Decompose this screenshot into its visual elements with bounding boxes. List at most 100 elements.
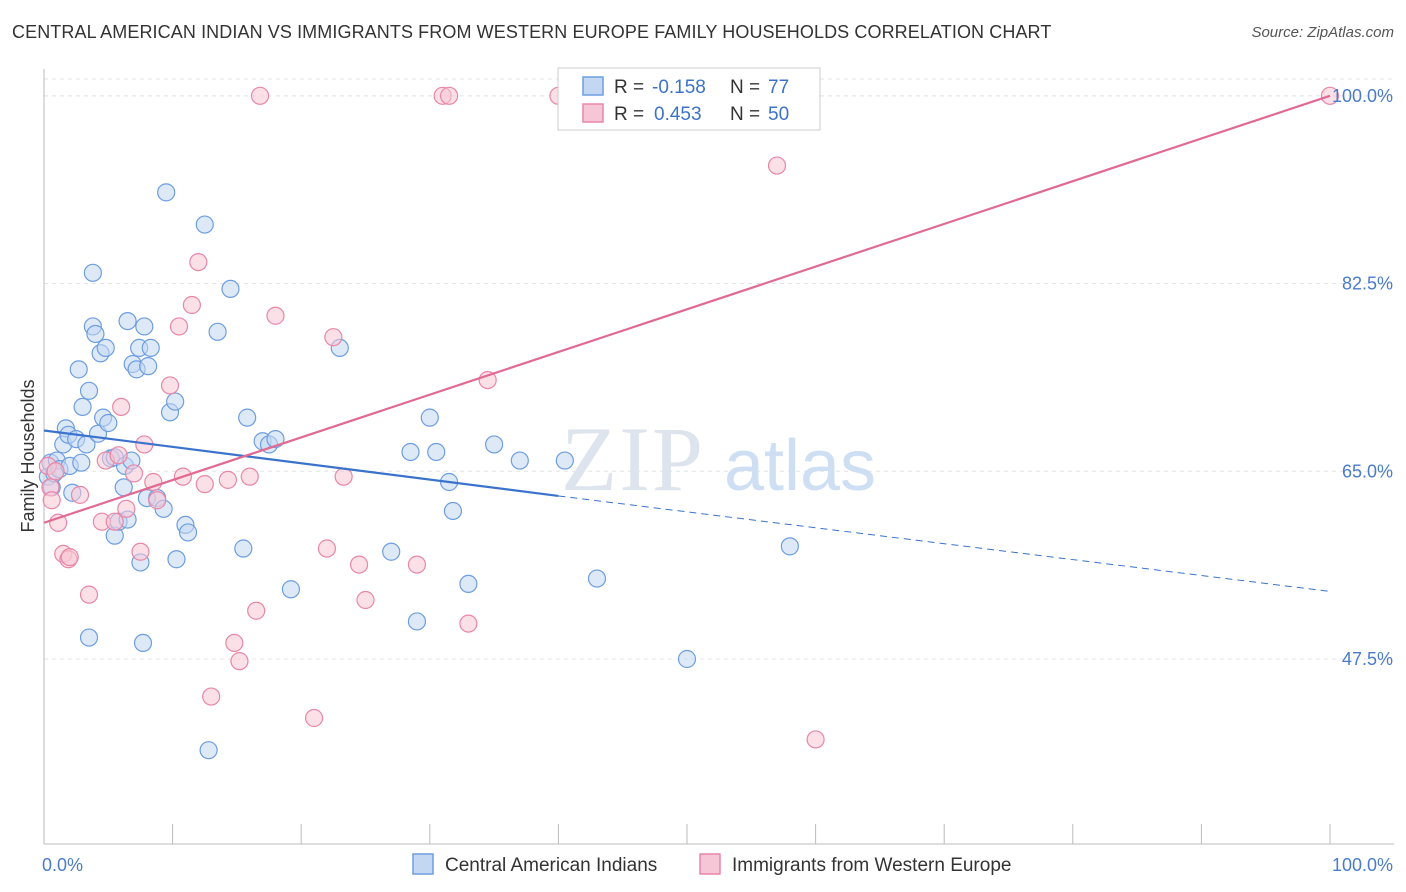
data-point — [178, 523, 198, 542]
legend-r-label-pink: R = — [614, 104, 644, 125]
data-point — [266, 429, 285, 449]
data-point — [99, 413, 118, 433]
data-point — [79, 585, 99, 604]
data-point — [73, 397, 92, 417]
trend-line-blue-dashed — [558, 495, 1331, 592]
data-point — [141, 338, 160, 358]
data-point — [199, 741, 218, 760]
data-point — [266, 306, 285, 325]
data-point — [439, 86, 459, 105]
data-point — [485, 435, 504, 454]
data-point — [157, 183, 176, 202]
data-point — [133, 633, 153, 653]
data-point — [382, 542, 401, 561]
y-tick-label-2: 82.5% — [1342, 274, 1393, 294]
data-point — [230, 652, 249, 671]
legend-n-label-pink: N = — [730, 104, 760, 125]
legend-r-value-blue: -0.158 — [652, 77, 706, 98]
data-point — [96, 338, 115, 358]
bottom-legend-swatch-blue — [412, 853, 434, 875]
data-point — [324, 328, 343, 347]
data-point — [195, 215, 214, 234]
data-point — [677, 649, 697, 669]
trend-line-pink — [43, 94, 1331, 524]
y-tick-label-0: 47.5% — [1342, 649, 1393, 669]
data-point — [587, 569, 607, 588]
bottom-legend-swatch-pink — [699, 853, 721, 875]
x-tick-label-1: 100.0% — [1332, 855, 1393, 875]
data-point — [118, 311, 137, 331]
data-point — [806, 730, 825, 749]
data-point — [304, 708, 324, 728]
y-tick-label-3: 100.0% — [1332, 86, 1393, 106]
data-point — [407, 555, 427, 574]
data-point — [182, 295, 201, 315]
legend-n-label-blue: N = — [730, 77, 760, 98]
data-point — [317, 539, 337, 558]
data-point — [281, 580, 301, 599]
data-point — [109, 446, 128, 465]
data-point — [60, 547, 79, 567]
data-point — [767, 156, 787, 175]
series-immigrants-western-europe — [38, 86, 1340, 749]
data-point — [407, 612, 427, 631]
data-point — [208, 322, 227, 341]
data-point — [144, 472, 163, 492]
data-point — [79, 628, 99, 647]
data-point — [459, 614, 478, 633]
data-point — [112, 397, 131, 417]
data-point — [427, 442, 446, 462]
data-point — [555, 451, 574, 470]
data-point — [70, 485, 90, 504]
trend-lines — [43, 94, 1331, 592]
data-point — [131, 542, 150, 561]
chart-title: CENTRAL AMERICAN INDIAN VS IMMIGRANTS FR… — [12, 22, 1052, 42]
data-point — [135, 317, 154, 336]
data-point — [218, 470, 237, 489]
watermark-atlas: atlas — [724, 426, 876, 506]
legend-n-value-blue: 77 — [768, 77, 789, 98]
data-point — [72, 453, 91, 472]
trend-line-blue — [43, 429, 559, 498]
data-point — [225, 633, 244, 653]
data-point — [105, 512, 124, 531]
data-point — [250, 86, 270, 105]
data-point — [86, 324, 105, 344]
data-point — [117, 499, 136, 518]
data-point — [334, 467, 353, 486]
legend-swatch-blue — [582, 76, 604, 96]
data-point — [166, 392, 185, 411]
bottom-legend-label-blue: Central American Indians — [445, 855, 657, 876]
legend-r-label-blue: R = — [614, 77, 644, 98]
data-point — [202, 687, 221, 706]
data-point — [42, 491, 61, 510]
data-point — [195, 475, 214, 494]
data-point — [401, 442, 420, 462]
data-point — [356, 590, 375, 610]
legend-swatch-pink — [582, 103, 604, 123]
data-point — [139, 357, 158, 376]
data-point — [189, 252, 208, 272]
legend-n-value-pink: 50 — [768, 104, 789, 125]
data-point — [780, 537, 799, 556]
data-point — [83, 263, 102, 282]
data-point — [46, 462, 65, 481]
data-point — [240, 467, 259, 486]
legend-r-value-pink: 0.453 — [654, 104, 702, 125]
data-point — [238, 408, 257, 427]
data-point — [349, 555, 369, 574]
data-point — [79, 381, 99, 400]
data-point — [247, 601, 266, 620]
data-point — [443, 501, 463, 521]
axes — [43, 69, 1394, 845]
data-point — [510, 451, 529, 470]
data-point — [420, 408, 439, 427]
y-tick-label-1: 65.0% — [1342, 461, 1393, 481]
grid-lines — [44, 78, 1394, 660]
data-point — [167, 550, 186, 569]
y-axis-title: Family Households — [18, 379, 38, 532]
data-point — [160, 376, 180, 395]
x-tick-label-0: 0.0% — [42, 855, 83, 875]
bottom-legend: Central American Indians Immigrants from… — [412, 853, 1011, 876]
